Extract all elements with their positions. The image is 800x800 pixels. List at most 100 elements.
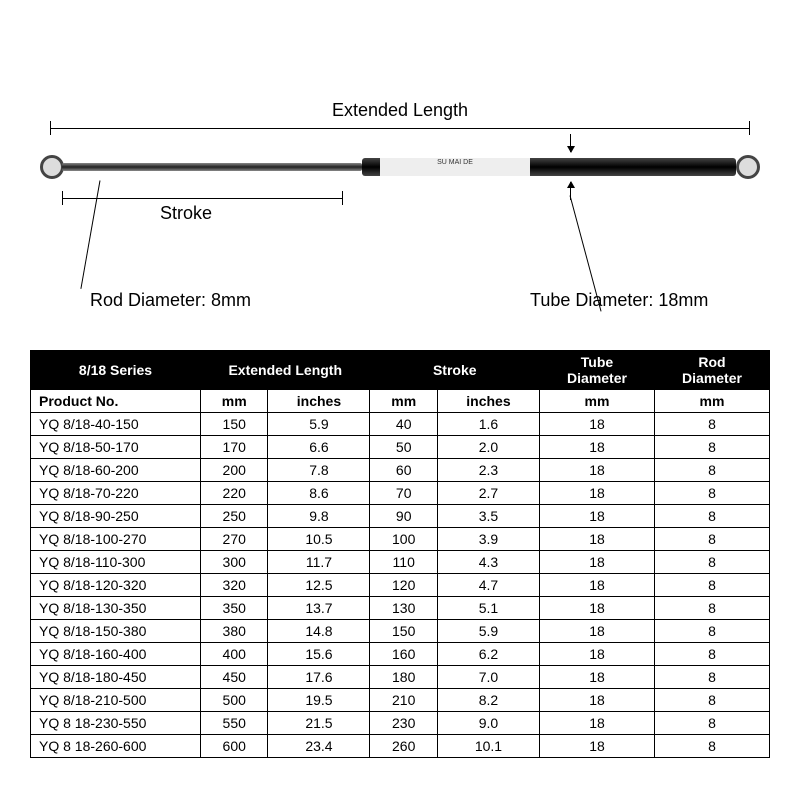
product-no-cell: YQ 8/18-210-500 [31,689,201,712]
ext-mm-cell: 150 [201,413,268,436]
end-fitting-left [40,155,64,179]
extended-length-dimension-line [50,128,750,129]
ext-in-cell: 13.7 [268,597,370,620]
product-no-cell: YQ 8/18-60-200 [31,459,201,482]
ext-mm-cell: 350 [201,597,268,620]
stroke-in-cell: 5.9 [437,620,539,643]
rod-cell: 8 [655,551,770,574]
tube-cell: 18 [540,574,655,597]
ext-in-cell: 8.6 [268,482,370,505]
stroke-in-cell: 9.0 [437,712,539,735]
series-header: 8/18 Series [31,351,201,390]
stroke-mm-cell: 70 [370,482,437,505]
rod-diameter-header: Rod Diameter [655,351,770,390]
stroke-in-cell: 4.3 [437,551,539,574]
rod-cell: 8 [655,413,770,436]
ext-in-cell: 5.9 [268,413,370,436]
product-no-cell: YQ 8 18-230-550 [31,712,201,735]
spec-table: 8/18 Series Extended Length Stroke Tube … [30,350,770,758]
product-no-cell: YQ 8/18-100-270 [31,528,201,551]
stroke-in-cell: 3.5 [437,505,539,528]
ext-in-cell: 17.6 [268,666,370,689]
table-row: YQ 8/18-40-1501505.9401.6188 [31,413,770,436]
stroke-in-cell: 2.7 [437,482,539,505]
extended-length-label: Extended Length [332,100,468,121]
ext-in-cell: 15.6 [268,643,370,666]
tube-cell: 18 [540,413,655,436]
stroke-in-cell: 4.7 [437,574,539,597]
rod-cell: 8 [655,528,770,551]
stroke-header: Stroke [370,351,540,390]
rod-cell: 8 [655,712,770,735]
ext-mm-cell: 270 [201,528,268,551]
ext-in-cell: 14.8 [268,620,370,643]
ext-in-cell: 19.5 [268,689,370,712]
ext-in-cell: 12.5 [268,574,370,597]
stroke-mm-cell: 50 [370,436,437,459]
stroke-in-cell: 2.3 [437,459,539,482]
ext-mm-cell: 300 [201,551,268,574]
table-row: YQ 8 18-260-60060023.426010.1188 [31,735,770,758]
ext-mm-cell: 550 [201,712,268,735]
ext-mm-cell: 250 [201,505,268,528]
rod-cell: 8 [655,620,770,643]
stroke-in-cell: 7.0 [437,666,539,689]
ext-mm-cell: 400 [201,643,268,666]
tube-cell: 18 [540,505,655,528]
table-row: YQ 8/18-180-45045017.61807.0188 [31,666,770,689]
tube-cell: 18 [540,551,655,574]
rod-cell: 8 [655,459,770,482]
stroke-mm-cell: 210 [370,689,437,712]
table-row: YQ 8/18-210-50050019.52108.2188 [31,689,770,712]
ext-mm-cell: 600 [201,735,268,758]
stroke-in-cell: 1.6 [437,413,539,436]
ext-in-cell: 9.8 [268,505,370,528]
stroke-mm-cell: 120 [370,574,437,597]
rod-cell: 8 [655,735,770,758]
tube-diameter-label: Tube Diameter: 18mm [530,290,708,311]
stroke-in-cell: 6.2 [437,643,539,666]
table-row: YQ 8/18-110-30030011.71104.3188 [31,551,770,574]
tube-cell: 18 [540,620,655,643]
end-fitting-right [736,155,760,179]
ext-in-cell: 23.4 [268,735,370,758]
unit-mm: mm [201,390,268,413]
table-row: YQ 8/18-130-35035013.71305.1188 [31,597,770,620]
rod-cell: 8 [655,436,770,459]
table-row: YQ 8/18-70-2202208.6702.7188 [31,482,770,505]
stroke-in-cell: 3.9 [437,528,539,551]
rod-cell: 8 [655,505,770,528]
stroke-mm-cell: 90 [370,505,437,528]
ext-in-cell: 21.5 [268,712,370,735]
stroke-mm-cell: 60 [370,459,437,482]
product-no-cell: YQ 8/18-160-400 [31,643,201,666]
tube-cell: 18 [540,712,655,735]
stroke-in-cell: 2.0 [437,436,539,459]
product-no-cell: YQ 8/18-40-150 [31,413,201,436]
table-row: YQ 8 18-230-55055021.52309.0188 [31,712,770,735]
tube-diameter-arrow-top [570,134,571,152]
tube-cell: 18 [540,666,655,689]
stroke-mm-cell: 230 [370,712,437,735]
table-row: YQ 8/18-120-32032012.51204.7188 [31,574,770,597]
table-row: YQ 8/18-90-2502509.8903.5188 [31,505,770,528]
ext-in-cell: 11.7 [268,551,370,574]
product-no-cell: YQ 8/18-70-220 [31,482,201,505]
rod-cell: 8 [655,666,770,689]
stroke-in-cell: 5.1 [437,597,539,620]
table-row: YQ 8/18-100-27027010.51003.9188 [31,528,770,551]
dimension-diagram: Extended Length SU MAI DE Stroke Rod Dia… [30,100,770,330]
product-no-cell: YQ 8/18-180-450 [31,666,201,689]
rod-cell: 8 [655,597,770,620]
table-row: YQ 8/18-50-1701706.6502.0188 [31,436,770,459]
ext-mm-cell: 320 [201,574,268,597]
stroke-mm-cell: 100 [370,528,437,551]
stroke-label: Stroke [160,203,212,224]
product-no-header: Product No. [31,390,201,413]
ext-in-cell: 7.8 [268,459,370,482]
rod-cell: 8 [655,482,770,505]
ext-in-cell: 10.5 [268,528,370,551]
table-row: YQ 8/18-160-40040015.61606.2188 [31,643,770,666]
stroke-mm-cell: 180 [370,666,437,689]
unit-inches: inches [437,390,539,413]
